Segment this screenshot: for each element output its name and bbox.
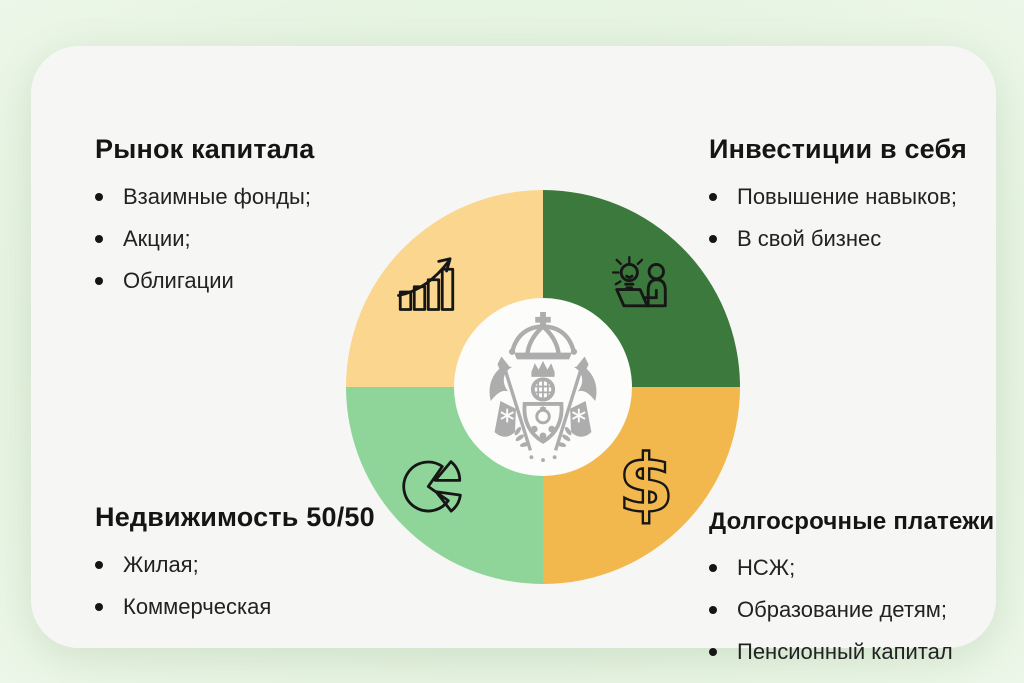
- bullet-list: Повышение навыков; В свой бизнес: [709, 185, 1024, 251]
- bullet-dot: [709, 193, 717, 201]
- bullet-text: Акции;: [123, 226, 191, 251]
- pie-chart-icon: [395, 448, 465, 518]
- donut-center: [454, 298, 632, 476]
- section-title: Рынок капитала: [95, 134, 315, 164]
- bullet-list: Жилая; Коммерческая: [95, 553, 425, 619]
- section-title: Инвестиции в себя: [709, 134, 968, 164]
- bullet-text: Жилая;: [123, 552, 199, 577]
- dollar-icon: $: [614, 442, 678, 530]
- dollar-glyph: $: [618, 442, 674, 530]
- section-long-term-payments: Долгосрочные платежи НСЖ; Образование де…: [709, 508, 1024, 682]
- bullet-text: Взаимные фонды;: [123, 184, 311, 209]
- list-item: НСЖ;: [709, 556, 1024, 580]
- bullet-text: Пенсионный капитал: [737, 639, 953, 664]
- growth-chart-icon: [395, 250, 465, 320]
- bullet-dot: [709, 606, 717, 614]
- list-item: Жилая;: [95, 553, 425, 577]
- coat-of-arms-icon: [489, 312, 597, 462]
- list-item: Облигации: [95, 269, 405, 293]
- bullet-text: Образование детям;: [737, 597, 948, 622]
- bullet-text: Коммерческая: [123, 594, 272, 619]
- list-item: Коммерческая: [95, 595, 425, 619]
- list-item: Пенсионный капитал: [709, 640, 1024, 664]
- bullet-dot: [95, 235, 103, 243]
- bullet-dot: [709, 648, 717, 656]
- bullet-dot: [95, 603, 103, 611]
- bullet-text: Облигации: [123, 268, 234, 293]
- bullet-text: В свой бизнес: [737, 226, 882, 251]
- list-item: Акции;: [95, 227, 405, 251]
- donut-chart: $: [346, 190, 740, 584]
- bullet-dot: [95, 277, 103, 285]
- bullet-text: Повышение навыков;: [737, 184, 958, 209]
- bullet-text: НСЖ;: [737, 555, 796, 580]
- list-item: В свой бизнес: [709, 227, 1024, 251]
- bullet-list: НСЖ; Образование детям; Пенсионный капит…: [709, 556, 1024, 664]
- list-item: Повышение навыков;: [709, 185, 1024, 209]
- idea-laptop-icon: [605, 250, 677, 322]
- section-title: Долгосрочные платежи: [709, 508, 995, 535]
- list-item: Образование детям;: [709, 598, 1024, 622]
- card: Рынок капитала Взаимные фонды; Акции; Об…: [31, 46, 996, 664]
- section-capital-market: Рынок капитала Взаимные фонды; Акции; Об…: [95, 134, 405, 311]
- list-item: Взаимные фонды;: [95, 185, 405, 209]
- bullet-dot: [709, 564, 717, 572]
- section-real-estate: Недвижимость 50/50 Жилая; Коммерческая: [95, 502, 425, 637]
- section-self-investment: Инвестиции в себя Повышение навыков; В с…: [709, 134, 1024, 269]
- bullet-dot: [95, 561, 103, 569]
- bullet-list: Взаимные фонды; Акции; Облигации: [95, 185, 405, 293]
- section-title: Недвижимость 50/50: [95, 502, 375, 532]
- bullet-dot: [709, 235, 717, 243]
- bullet-dot: [95, 193, 103, 201]
